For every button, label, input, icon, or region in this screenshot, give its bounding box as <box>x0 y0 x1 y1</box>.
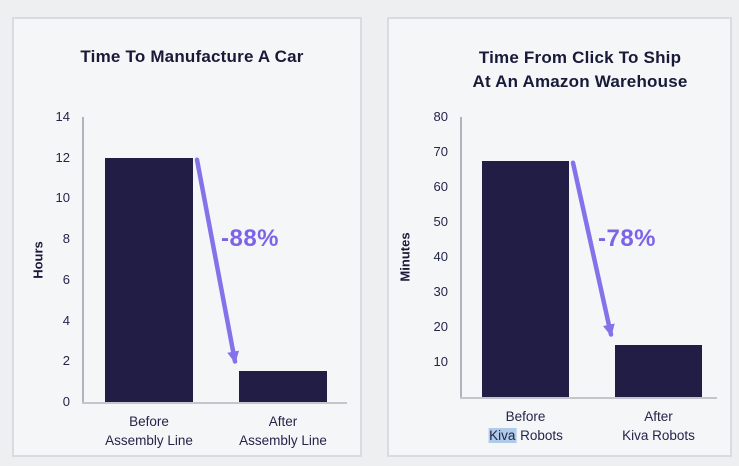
highlighted-word: Kiva <box>488 428 517 443</box>
chart-bar <box>615 344 702 397</box>
y-tick-label: 0 <box>62 394 70 409</box>
x-category-label: After Kiva Robots <box>622 407 695 445</box>
y-tick-label: 40 <box>433 249 448 264</box>
chart-panel-amazon-warehouse: Minutes -78% Time From Click To Ship At A… <box>387 17 732 457</box>
y-tick-label: 4 <box>62 312 70 328</box>
y-tick-label: 2 <box>62 353 70 369</box>
chart-bar <box>105 157 193 402</box>
y-tick-label: 8 <box>62 231 70 247</box>
chart-title: Time To Manufacture A Car <box>80 45 303 69</box>
x-category-label-line: Kiva Robots <box>488 428 563 443</box>
x-category-label-line: Assembly Line <box>105 433 193 448</box>
x-category-label-line: Before <box>505 409 546 424</box>
chart-title-line: Time To Manufacture A Car <box>80 47 304 66</box>
y-tick-label: 12 <box>55 149 70 165</box>
chart-title: Time From Click To Ship At An Amazon Ware… <box>472 46 687 94</box>
y-axis-line <box>82 117 84 402</box>
x-axis-line <box>82 402 347 404</box>
y-tick-label: 10 <box>55 190 70 206</box>
y-tick-label: 80 <box>433 109 448 124</box>
y-tick-label: 10 <box>433 354 448 369</box>
x-category-label-line: Assembly Line <box>239 433 327 448</box>
x-category-label-line: Before <box>129 414 169 429</box>
chart-bar <box>239 371 327 402</box>
x-category-label: After Assembly Line <box>239 412 327 450</box>
chart-panel-car-manufacturing: Hours -88% Time To Manufacture A Car 0 2 4 6… <box>12 17 362 457</box>
x-category-label: Before Assembly Line <box>105 412 193 450</box>
x-category-label-line: After <box>644 409 673 424</box>
y-tick-label: 70 <box>433 144 448 159</box>
chart-bar <box>482 160 569 397</box>
y-tick-label: 30 <box>433 284 448 299</box>
x-category-label-line: Kiva Robots <box>622 428 695 443</box>
y-axis-line <box>460 117 462 397</box>
y-tick-label: 50 <box>433 214 448 229</box>
x-category-label: Before Kiva Robots <box>488 407 563 445</box>
y-tick-label: 20 <box>433 319 448 334</box>
y-tick-label: 60 <box>433 179 448 194</box>
y-tick-label: 14 <box>55 109 70 124</box>
y-tick-label: 6 <box>62 271 70 287</box>
x-category-label-line: After <box>268 414 298 429</box>
x-axis-line <box>460 397 717 399</box>
percent-change-annotation: -78% <box>597 225 657 252</box>
percent-change-annotation: -88% <box>220 225 280 252</box>
chart-title-line: Time From Click To Ship <box>478 48 682 67</box>
chart-title-line: At An Amazon Warehouse <box>472 72 688 91</box>
